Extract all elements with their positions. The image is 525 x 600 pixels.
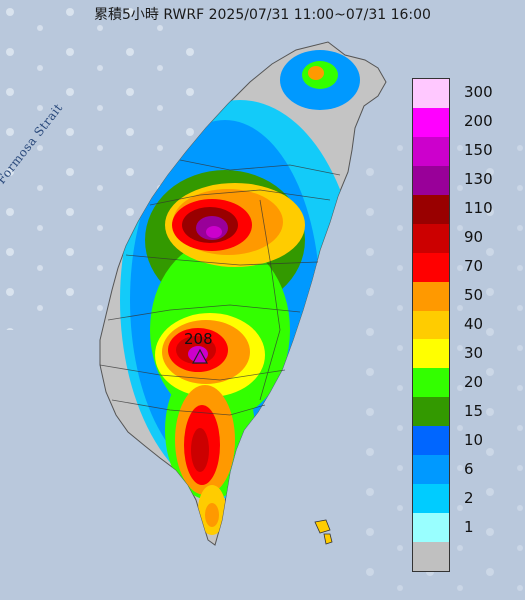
legend-swatch [413,252,449,283]
legend-swatch [413,281,449,312]
legend-label: 70 [464,257,484,276]
legend-swatch [413,310,449,340]
legend-swatch [413,107,449,138]
legend-label: 20 [464,372,484,391]
legend-swatch [413,455,449,485]
green-island [314,519,331,534]
legend-swatch [413,484,449,514]
legend-label: 6 [464,459,474,478]
legend-swatch [413,368,449,398]
legend-label: 1 [464,517,474,536]
legend-swatch [413,397,449,427]
legend-swatch [413,136,449,167]
county-boundaries [99,159,341,416]
legend-label: 2 [464,488,474,507]
legend-label: 10 [464,430,484,449]
legend-swatch [413,165,449,196]
legend-swatch [413,194,449,225]
legend-swatch [413,542,449,572]
legend-label: 15 [464,401,484,420]
color-legend [412,78,450,572]
legend-label: 30 [464,343,484,362]
legend-swatch [413,426,449,456]
orchid-island [323,533,333,545]
legend-label: 90 [464,228,484,247]
legend-swatch [413,79,449,109]
legend-label: 40 [464,315,484,333]
legend-label: 150 [464,141,493,160]
legend-label: 200 [464,112,493,131]
legend-label: 300 [464,83,493,102]
legend-label: 50 [464,286,484,305]
legend-swatch [413,223,449,254]
legend-swatch [413,339,449,369]
legend-label: 130 [464,170,493,189]
legend-label: 110 [464,199,493,218]
map-title: 累積5小時 RWRF 2025/07/31 11:00~07/31 16:00 [94,7,431,23]
max-value-label: 208 [184,330,213,348]
max-rainfall-marker [191,348,209,364]
legend-swatch [413,513,449,543]
